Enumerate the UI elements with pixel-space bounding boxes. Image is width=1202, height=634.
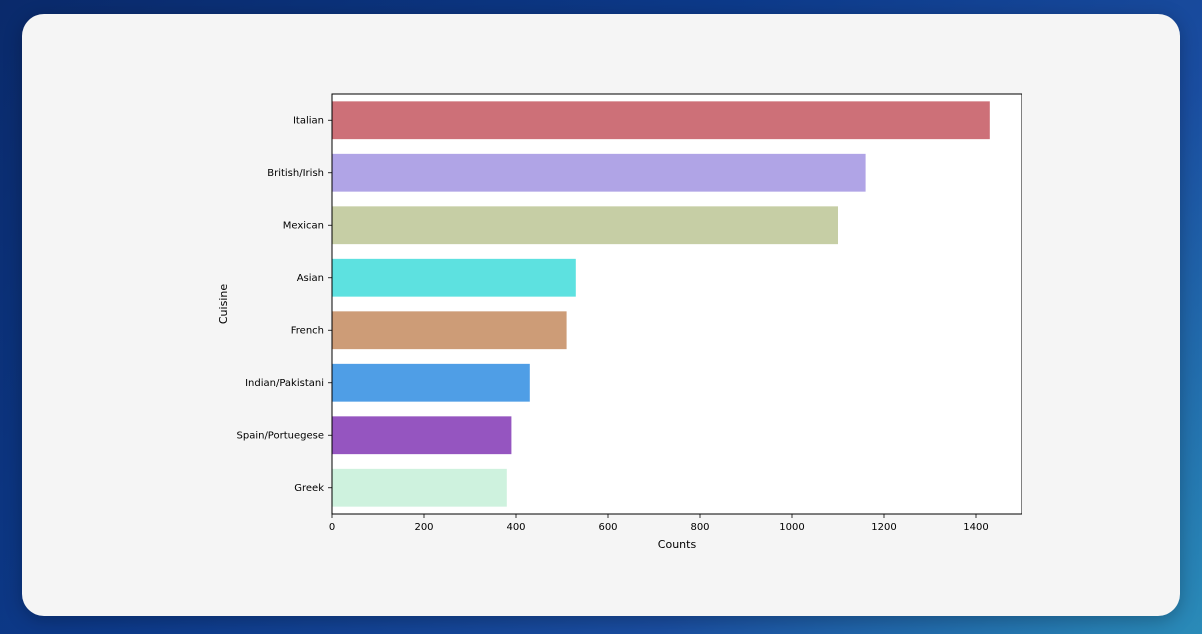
bar-british-irish: [332, 154, 866, 192]
ytick-label: Indian/Pakistani: [245, 378, 324, 389]
page-background: Italian British/Irish Mexican Asian French In…: [0, 0, 1202, 634]
ytick-label: British/Irish: [267, 168, 324, 179]
ytick-label: Greek: [294, 483, 324, 494]
bar-french: [332, 311, 567, 349]
xtick-label: 1000: [779, 522, 804, 533]
chart-container: Italian British/Irish Mexican Asian French In…: [192, 84, 1022, 554]
xtick-label: 600: [598, 522, 617, 533]
cuisine-bar-chart: Italian British/Irish Mexican Asian French In…: [192, 84, 1022, 554]
bar-spain-portuegese: [332, 416, 511, 454]
xtick-label: 400: [506, 522, 525, 533]
ytick-label: Mexican: [283, 220, 324, 231]
ytick-label: Asian: [297, 273, 324, 284]
xtick-label: 1200: [871, 522, 896, 533]
xtick-label: 200: [414, 522, 433, 533]
xtick-label: 0: [329, 522, 335, 533]
xtick-label: 800: [690, 522, 709, 533]
x-axis-label: Counts: [658, 538, 697, 551]
y-axis-label: Cuisine: [217, 284, 230, 324]
ytick-label: Italian: [293, 115, 324, 126]
ytick-label: French: [291, 325, 324, 336]
ytick-label: Spain/Portuegese: [237, 430, 325, 441]
chart-card: Italian British/Irish Mexican Asian French In…: [22, 14, 1180, 616]
bar-indian-pakistani: [332, 364, 530, 402]
bar-greek: [332, 469, 507, 507]
bar-asian: [332, 259, 576, 297]
xtick-label: 1400: [963, 522, 988, 533]
bar-mexican: [332, 206, 838, 244]
bar-italian: [332, 101, 990, 139]
